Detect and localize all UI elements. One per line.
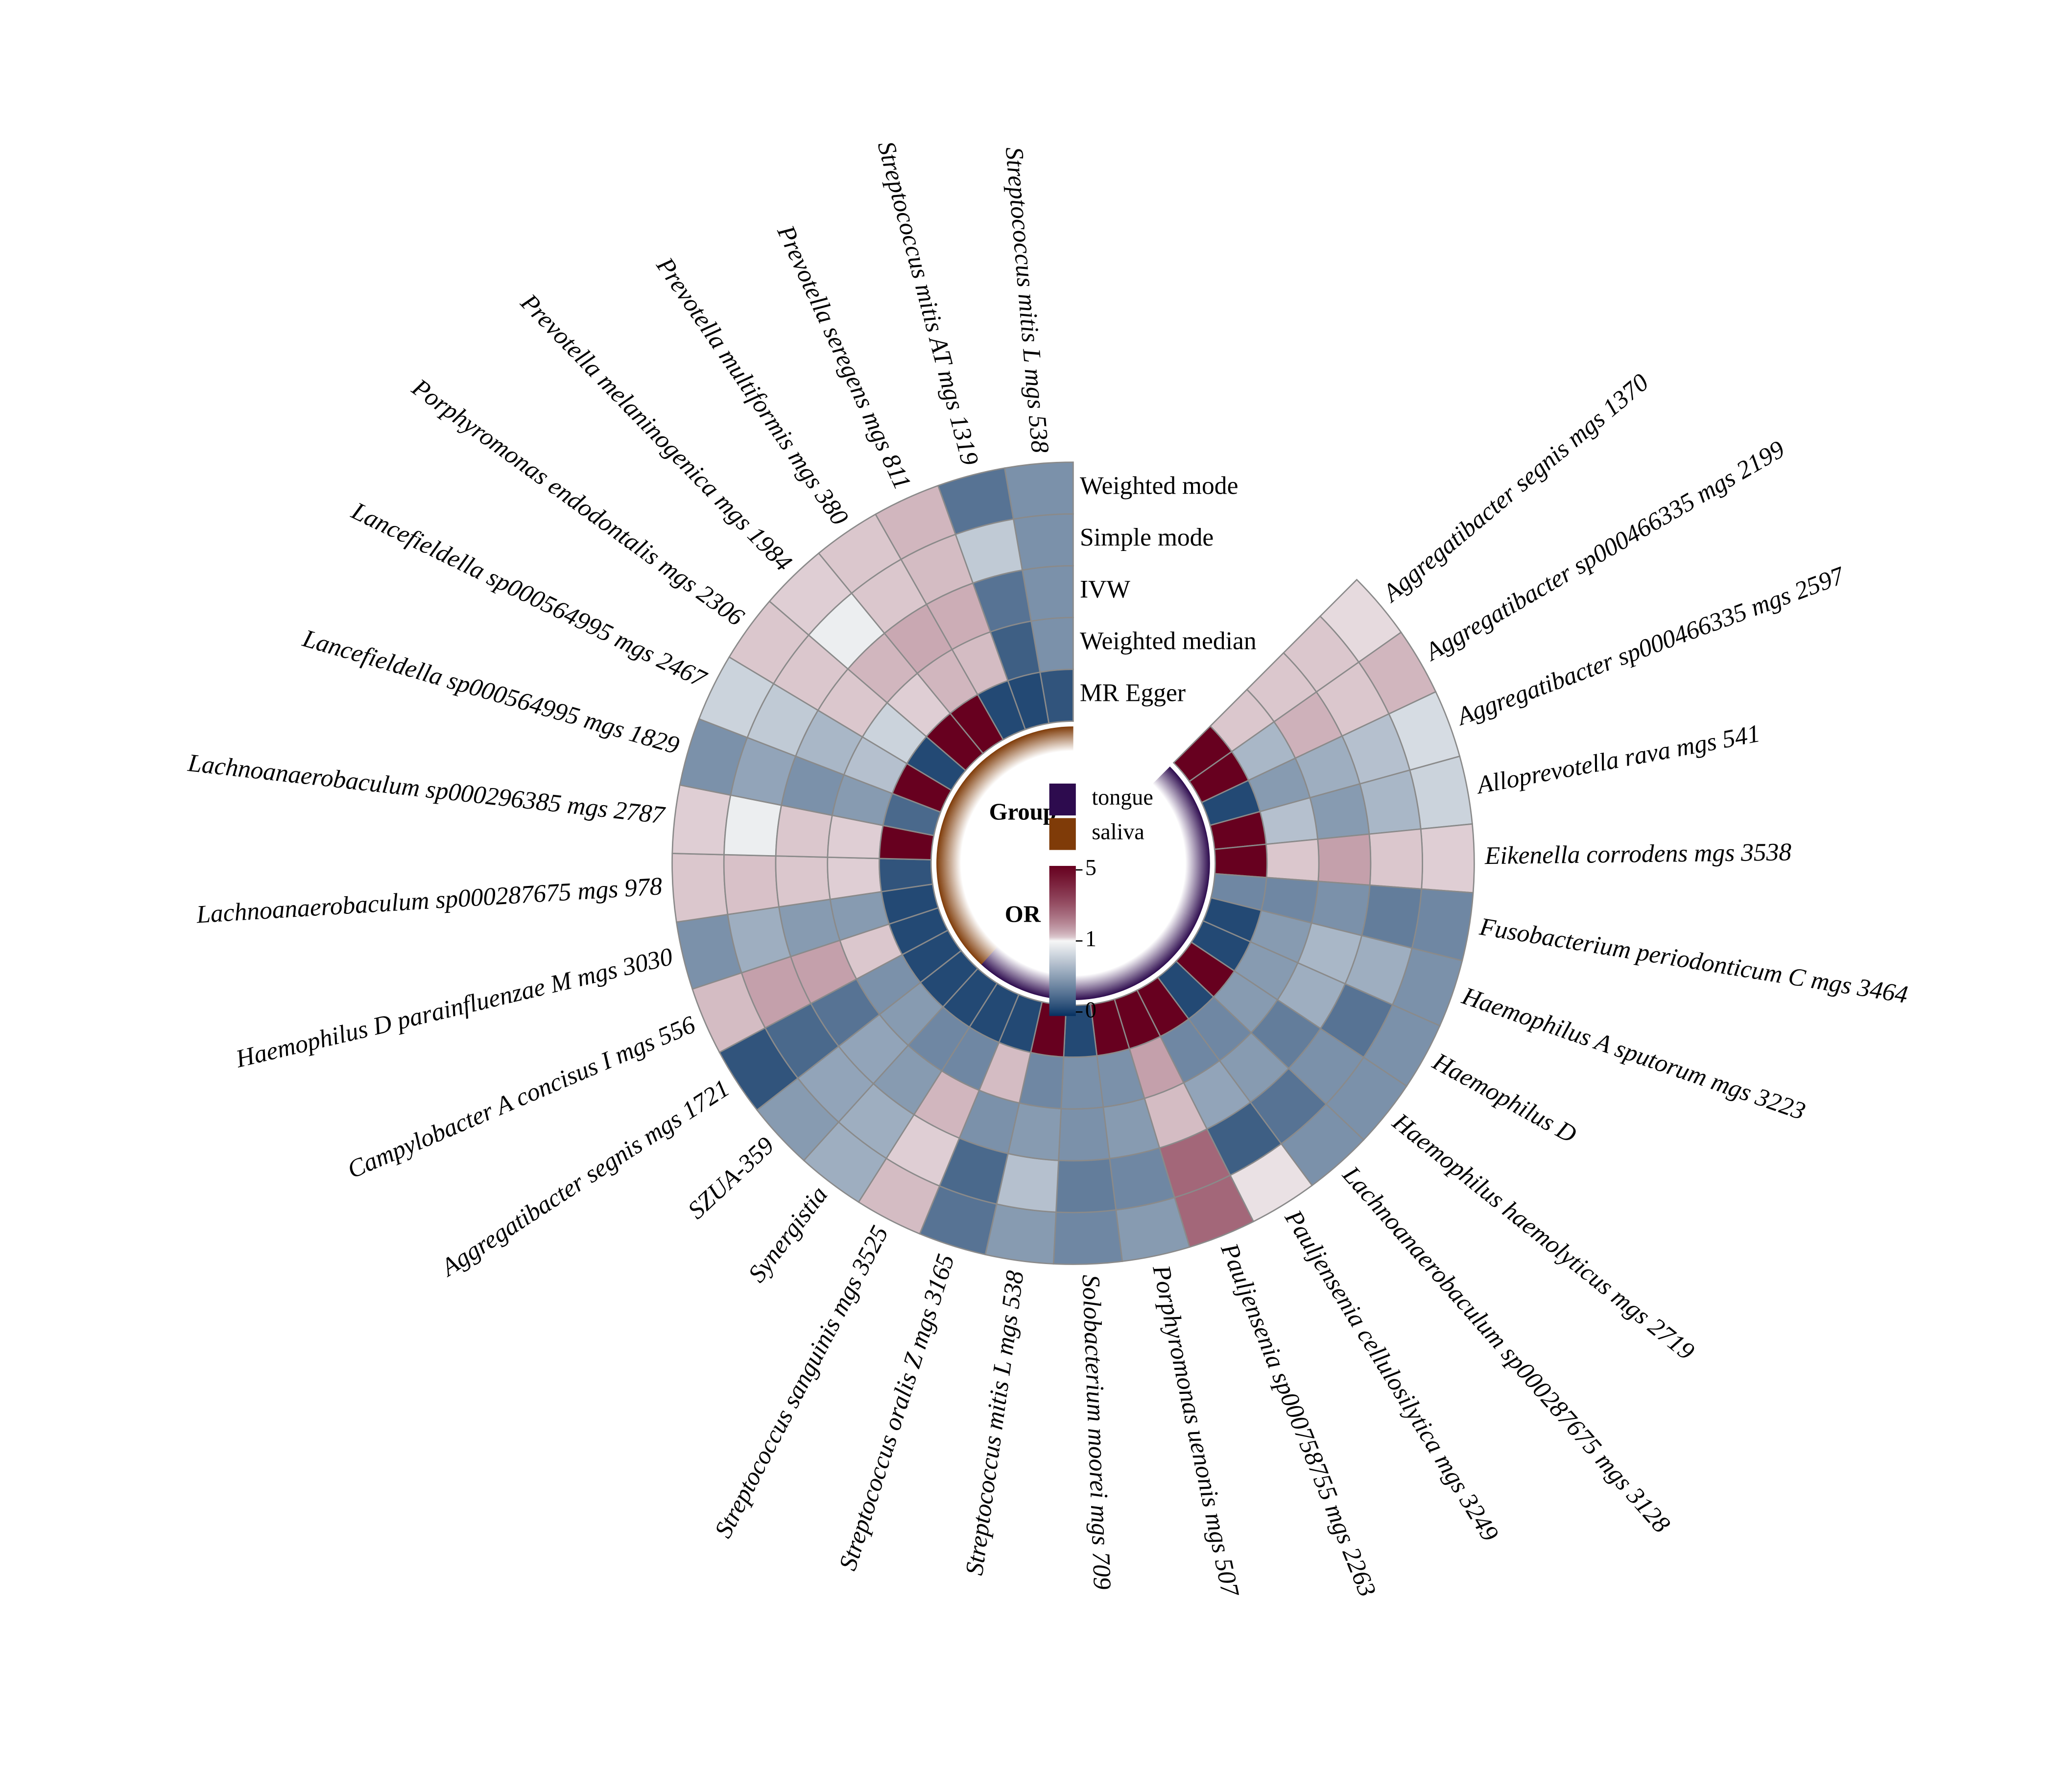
- heat-cell: [1012, 513, 1074, 571]
- category-label: Lachnoanaerobaculum sp000287675 mgs 978: [195, 872, 663, 929]
- heat-cell: [671, 784, 732, 856]
- colorbar-tick-label: 5: [1085, 855, 1096, 880]
- group-band: [1184, 850, 1210, 874]
- heat-cell: [1214, 843, 1268, 879]
- category-label: Solobacterium moorei mgs 709: [1077, 1274, 1117, 1590]
- group-band: [943, 898, 975, 928]
- heat-cell: [1420, 823, 1475, 894]
- heat-cell: [723, 854, 780, 915]
- legend-swatch: [1049, 818, 1076, 850]
- row-label: Simple mode: [1080, 524, 1214, 551]
- heat-cell: [1003, 461, 1074, 520]
- category-label: Fusobacterium periodonticum C mgs 3464: [1477, 912, 1910, 1009]
- legend-label: saliva: [1092, 819, 1144, 844]
- legend-swatch: [1049, 783, 1076, 815]
- row-label: Weighted mode: [1080, 472, 1238, 500]
- heat-cell: [1368, 828, 1423, 890]
- group-band: [1154, 925, 1187, 958]
- category-label: Aggregatibacter sp000466335 mgs 2597: [1452, 561, 1849, 731]
- row-label: Weighted median: [1080, 627, 1257, 655]
- category-label: Prevotella melaninogenica mgs 1984: [515, 288, 797, 577]
- group-band: [969, 757, 1003, 790]
- category-label: Haemophilus haemolyticus mgs 2719: [1387, 1107, 1700, 1365]
- group-band: [952, 915, 985, 948]
- group-band: [1000, 957, 1031, 990]
- group-band: [955, 773, 989, 806]
- category-label: Campylobacter A concisus I mgs 556: [343, 1010, 699, 1184]
- heat-cell: [827, 856, 882, 900]
- heat-cell: [1058, 1106, 1111, 1162]
- category-label: Haemophilus D: [1428, 1047, 1581, 1148]
- heat-cell: [984, 1203, 1057, 1265]
- heat-cell: [1055, 1157, 1117, 1214]
- category-label: Streptococcus mitis AT mgs 1319: [872, 139, 984, 468]
- colorbar-title: OR: [1005, 901, 1041, 927]
- group-band: [1180, 827, 1210, 853]
- group-band: [1005, 734, 1036, 766]
- colorbar-tick-label: 1: [1085, 926, 1096, 951]
- group-band: [1152, 766, 1185, 799]
- category-label: Streptococcus mitis L mgs 538: [1000, 146, 1054, 454]
- group-band: [965, 932, 999, 965]
- category-label: SZUA-359: [683, 1131, 780, 1224]
- category-label: Aggregatibacter segnis mgs 1370: [1377, 368, 1654, 608]
- category-label: Porphyromonas uenonis mgs 507: [1147, 1262, 1244, 1600]
- heat-cell: [775, 855, 831, 908]
- category-label: Alloprevotella rava mgs 541: [1474, 719, 1762, 800]
- group-band: [936, 836, 964, 861]
- heat-cell: [1022, 565, 1074, 622]
- category-label: Lachnoanaerobaculum sp000296385 mgs 2787: [186, 749, 667, 830]
- group-band: [1087, 970, 1113, 999]
- category-label: Pauljensenia cellulosilytica mgs 3249: [1279, 1205, 1504, 1546]
- colorbar-tick-label: 0: [1085, 997, 1096, 1022]
- group-band: [1021, 966, 1049, 997]
- group-band: [1181, 871, 1210, 897]
- heat-cell: [1265, 838, 1320, 882]
- category-label: Synergistia: [743, 1181, 834, 1288]
- group-band: [1105, 963, 1135, 994]
- category-label: Streptococcus mitis L mgs 538: [960, 1269, 1029, 1577]
- group-band: [1166, 908, 1198, 939]
- heat-cell: [1317, 833, 1372, 886]
- group-band: [939, 813, 969, 842]
- category-label: Porphyromonas endodontalis mgs 2306: [406, 373, 749, 632]
- group-band: [1139, 940, 1172, 974]
- row-label: MR Egger: [1080, 679, 1186, 707]
- group-band: [986, 744, 1019, 777]
- group-band: [1123, 953, 1155, 986]
- group-band: [938, 879, 968, 907]
- group-band: [981, 946, 1014, 979]
- group-band: [945, 792, 978, 823]
- group-band: [1174, 805, 1205, 834]
- row-label: IVW: [1080, 575, 1130, 603]
- group-band: [1175, 890, 1206, 919]
- category-label: Eikenella corrodens mgs 3538: [1484, 838, 1792, 870]
- group-band: [1049, 726, 1073, 754]
- heat-cell: [1039, 669, 1074, 724]
- heat-cell: [1060, 1055, 1104, 1110]
- colorbar: [1049, 866, 1076, 1016]
- group-band: [1027, 728, 1054, 759]
- legend-label: tongue: [1092, 785, 1153, 810]
- heat-cell: [671, 853, 729, 923]
- group-band: [936, 860, 963, 884]
- category-label: Aggregatibacter sp000466335 mgs 2199: [1419, 435, 1789, 667]
- heat-cell: [723, 794, 783, 857]
- group-legend-title: Group: [989, 798, 1056, 825]
- heat-cell: [1052, 1209, 1123, 1265]
- group-band: [1164, 784, 1197, 816]
